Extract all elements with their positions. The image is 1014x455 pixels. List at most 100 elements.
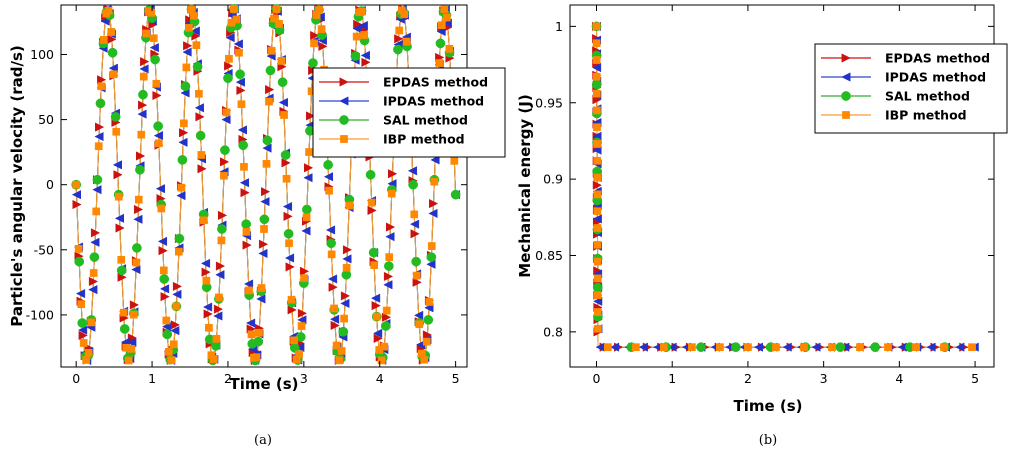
panel-a-legend: EPDAS method IPDAS method SAL method IBP me…: [312, 67, 506, 158]
series-4-point: [177, 183, 186, 192]
series-4-point: [593, 308, 602, 316]
series-2-point: [90, 237, 100, 247]
y-tick-label: 50: [38, 112, 54, 127]
series-1-point: [213, 304, 224, 314]
series-4-point: [220, 171, 228, 180]
series-4-point: [164, 348, 173, 356]
series-4-point: [856, 343, 864, 351]
series-3-point: [308, 58, 318, 68]
legend-label: SAL method: [383, 113, 468, 128]
series-3-point: [323, 159, 333, 170]
series-2-point: [225, 33, 235, 43]
series-3-point: [223, 73, 233, 84]
series-4-point: [169, 340, 178, 349]
series-4-point: [325, 186, 333, 195]
series-4-point: [109, 70, 118, 79]
series-2-point: [112, 160, 122, 170]
series-3-point: [302, 204, 312, 215]
series-4-point: [592, 39, 601, 48]
series-4-point: [232, 15, 241, 24]
series-2-point: [358, 20, 368, 31]
series-2-point: [282, 201, 293, 212]
y-tick-label: 0.95: [535, 95, 563, 110]
series-4-point: [117, 255, 126, 264]
series-4-point: [310, 39, 318, 48]
series-3-point: [365, 169, 376, 180]
y-tick-label: 0.9: [543, 172, 563, 187]
panel-a-caption: (a): [254, 433, 272, 448]
x-tick-label: 0: [72, 371, 80, 386]
series-2-point: [926, 342, 936, 352]
series-3-point: [159, 274, 170, 284]
series-4-point: [107, 28, 116, 36]
series-3-point: [426, 252, 437, 262]
series-4-point: [180, 119, 188, 128]
series-3-point: [393, 44, 403, 55]
series-4-point: [395, 26, 404, 35]
series-2-point: [114, 213, 125, 223]
series-1-point: [367, 205, 377, 216]
series-4-point: [89, 269, 98, 277]
series-1-point: [412, 277, 422, 287]
legend-marker-circle: [339, 115, 349, 125]
series-2-point: [137, 109, 147, 119]
series-1-point: [371, 301, 381, 311]
series-3-point: [241, 219, 252, 230]
series-2-point: [262, 143, 272, 153]
series-2-point: [71, 190, 82, 200]
series-3-point: [74, 256, 85, 267]
series-2-point: [592, 145, 602, 155]
series-4-point: [104, 6, 113, 15]
series-4-point: [272, 5, 281, 13]
series-4-point: [660, 343, 668, 351]
series-1-point: [195, 112, 205, 122]
series-3-point: [835, 342, 846, 352]
series-2-point: [609, 342, 620, 352]
series-1-point: [383, 271, 394, 282]
series-2-point: [370, 293, 381, 303]
series-1-point: [152, 90, 162, 101]
legend-marker-square: [842, 111, 850, 119]
series-4-point: [265, 97, 273, 106]
series-4-point: [235, 48, 243, 57]
series-1-point: [72, 199, 82, 210]
legend-marker-triangle-left: [339, 96, 349, 106]
series-3-point: [253, 336, 264, 347]
series-2-point: [200, 258, 211, 268]
series-4-point: [592, 89, 601, 98]
series-4-point: [360, 31, 369, 39]
series-4-point: [342, 263, 351, 272]
series-4-point: [335, 356, 343, 365]
series-4-point: [380, 342, 389, 351]
series-line-4: [75, 8, 457, 362]
series-4-point: [172, 302, 181, 311]
panel-a-y-axis-title: Particle's angular velocity (rad/s): [8, 45, 26, 326]
series-3-point: [89, 252, 100, 262]
y-tick-label: 0.8: [543, 324, 563, 339]
series-2-point: [245, 318, 256, 328]
series-3-point: [235, 69, 245, 80]
series-2-point: [92, 185, 102, 195]
series-4-point: [445, 45, 454, 53]
series-1-point: [410, 229, 420, 239]
series-4-point: [237, 100, 246, 109]
series-1-point: [179, 128, 189, 138]
series-1-point: [136, 151, 146, 161]
series-1-point: [115, 223, 125, 233]
series-4-point: [884, 343, 892, 351]
series-4-point: [280, 111, 288, 119]
y-tick-label: -50: [34, 242, 54, 257]
series-4-point: [300, 274, 308, 282]
series-3-point: [265, 65, 276, 76]
series-3-point: [408, 179, 418, 190]
series-4-point: [285, 239, 293, 248]
series-1-point: [381, 312, 392, 322]
series-1-point: [592, 95, 602, 105]
series-4-point: [157, 204, 166, 213]
series-3-point: [435, 38, 446, 49]
series-1-point: [281, 158, 291, 168]
series-4-point: [282, 174, 291, 183]
series-1-point: [113, 170, 123, 180]
series-3-point: [450, 189, 461, 200]
series-4-point: [242, 228, 251, 236]
